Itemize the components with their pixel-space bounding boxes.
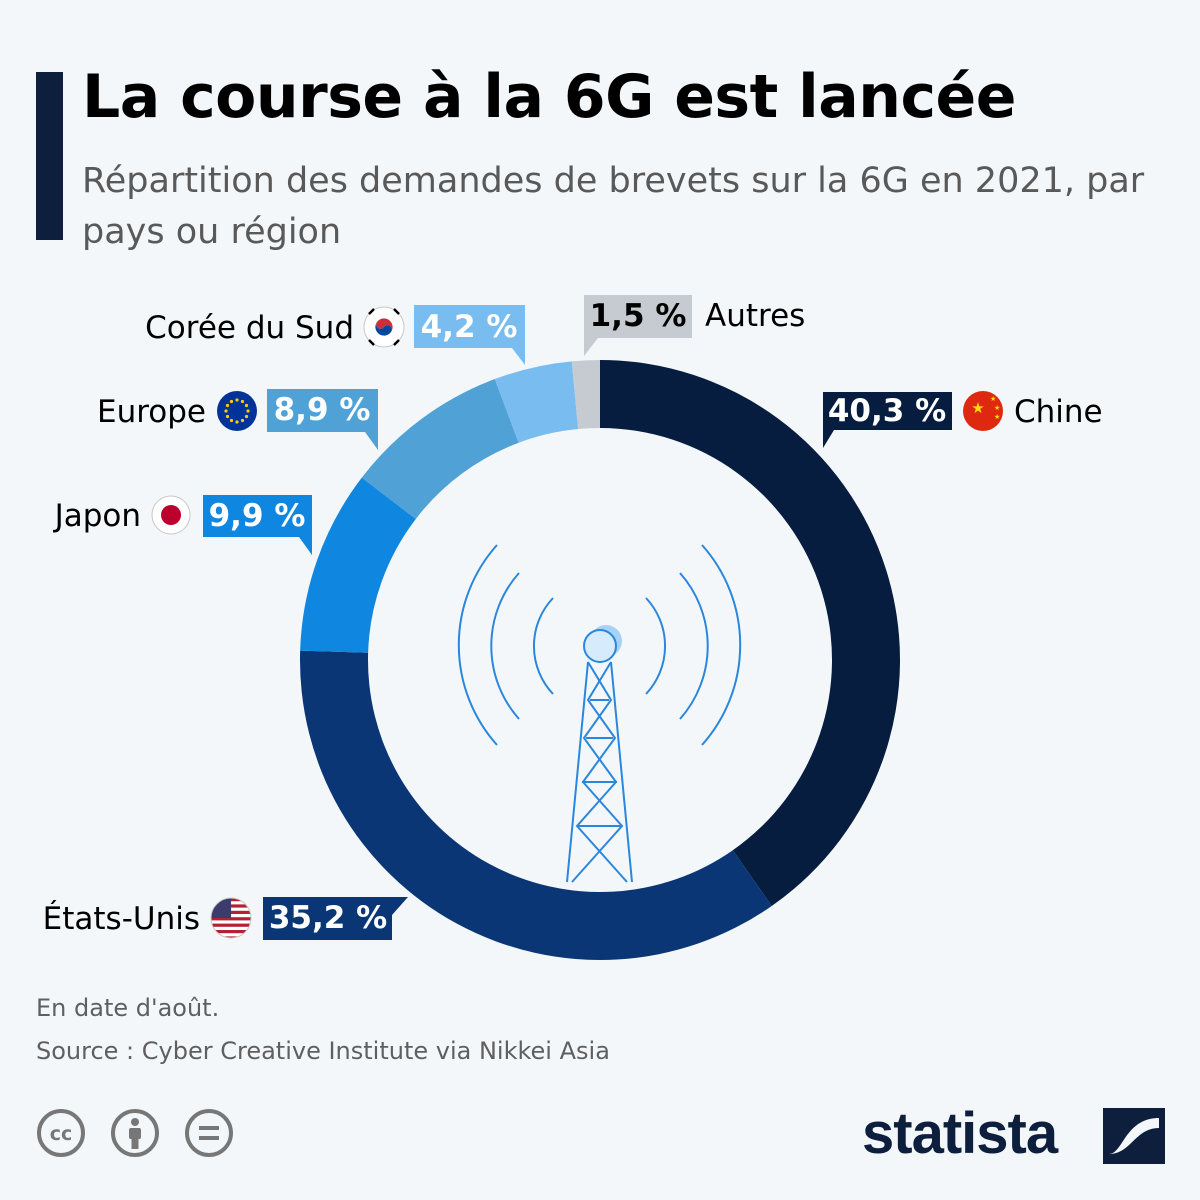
value-label-chine: 40,3 % [828, 393, 946, 429]
category-label-autres: Autres [705, 298, 805, 334]
antenna-tower-icon [457, 544, 742, 883]
antenna-top [583, 629, 617, 663]
south-korea-flag-icon [363, 306, 405, 348]
usa-flag-icon [210, 897, 252, 939]
badge-autres [584, 295, 692, 356]
value-label-etats-unis: 35,2 % [269, 900, 387, 936]
badge-chine [823, 392, 952, 448]
attribution-icon[interactable] [110, 1108, 160, 1158]
donut-segment-coree-du-sud [494, 361, 579, 443]
category-label-coree-du-sud: Corée du Sud [145, 310, 354, 346]
no-derivatives-icon[interactable] [184, 1108, 234, 1158]
chart-subtitle: Répartition des demandes de brevets sur … [82, 161, 1145, 252]
statista-logo-icon[interactable] [1103, 1108, 1165, 1164]
japan-flag-icon [151, 495, 191, 535]
title-accent-bar [36, 72, 63, 240]
label-etats-unis: 35,2 % États-Unis [43, 897, 408, 940]
value-label-coree-du-sud: 4,2 % [421, 309, 518, 345]
label-chine: 40,3 % ★ ★ ★ ★ Chine [823, 391, 1103, 448]
chart-title: La course à la 6G est lancée [82, 62, 1016, 132]
value-label-autres: 1,5 % [590, 298, 687, 334]
label-coree-du-sud: 4,2 % Corée du Sud [145, 305, 525, 365]
donut-segment-chine [600, 360, 900, 906]
svg-text:★: ★ [990, 395, 996, 403]
svg-text:★: ★ [971, 399, 984, 417]
category-label-chine: Chine [1014, 394, 1103, 430]
china-flag-icon: ★ ★ ★ ★ [963, 391, 1003, 431]
label-europe: 8,9 % Europe [97, 389, 378, 450]
donut-segments [300, 360, 900, 960]
label-autres: 1,5 % Autres [584, 295, 805, 356]
svg-text:★: ★ [994, 404, 1000, 412]
donut-segment-europe [361, 379, 519, 519]
statista-logo-text[interactable]: statista [862, 1101, 1058, 1166]
value-label-europe: 8,9 % [274, 392, 371, 428]
category-label-europe: Europe [97, 394, 206, 430]
svg-text:cc: cc [50, 1123, 73, 1145]
eu-flag-icon [217, 391, 257, 431]
badge-europe [267, 389, 378, 450]
donut-segment-japon [300, 477, 416, 653]
value-label-japon: 9,9 % [209, 498, 306, 534]
svg-text:★: ★ [994, 413, 1000, 421]
footer-source: Source : Cyber Creative Institute via Ni… [36, 1037, 610, 1065]
label-japon: 9,9 % Japon [53, 495, 312, 555]
badge-coree-du-sud [414, 305, 525, 365]
badge-etats-unis [263, 897, 408, 940]
donut-segment-autres [571, 360, 600, 430]
category-label-japon: Japon [53, 498, 141, 534]
footer-note: En date d'août. [36, 994, 220, 1022]
badge-japon [203, 495, 312, 555]
category-label-etats-unis: États-Unis [43, 901, 200, 937]
donut-segment-etats-unis [300, 650, 772, 960]
cc-icon[interactable]: cc [36, 1108, 86, 1158]
